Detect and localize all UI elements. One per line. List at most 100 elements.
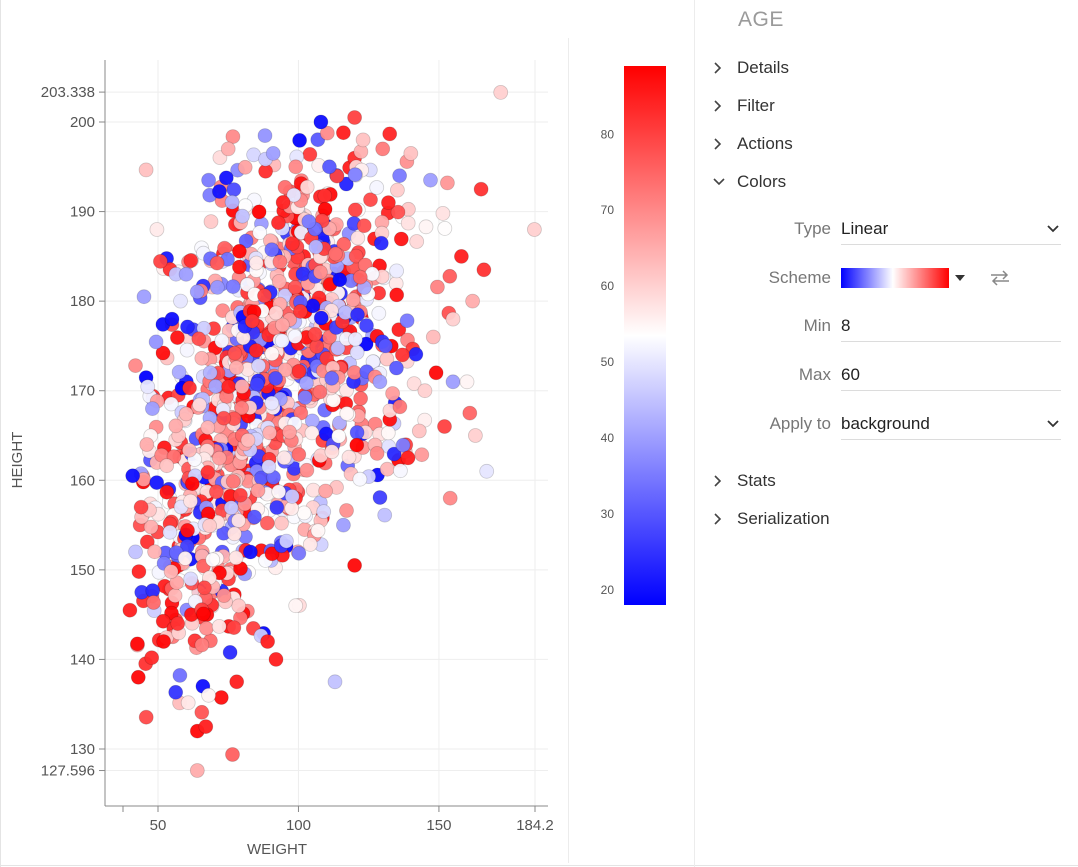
data-point[interactable] — [313, 310, 329, 326]
data-points[interactable] — [122, 85, 542, 778]
data-point[interactable] — [270, 215, 286, 231]
data-point[interactable] — [264, 546, 280, 562]
data-point[interactable] — [251, 204, 267, 220]
scheme-picker[interactable] — [841, 262, 1061, 294]
data-point[interactable] — [339, 406, 355, 421]
data-point[interactable] — [139, 534, 155, 550]
scheme-dropdown-icon[interactable] — [955, 275, 965, 281]
data-point[interactable] — [265, 145, 281, 161]
min-input[interactable]: 8 — [841, 310, 1061, 342]
data-point[interactable] — [291, 447, 307, 462]
data-point[interactable] — [155, 345, 171, 361]
data-point[interactable] — [318, 483, 334, 499]
data-point[interactable] — [202, 365, 218, 381]
data-point[interactable] — [291, 363, 307, 379]
data-point[interactable] — [194, 350, 210, 366]
data-point[interactable] — [392, 463, 408, 479]
data-point[interactable] — [345, 292, 361, 308]
data-point[interactable] — [304, 425, 320, 441]
data-point[interactable] — [417, 383, 433, 399]
data-point[interactable] — [143, 519, 159, 535]
data-point[interactable] — [237, 159, 253, 175]
data-point[interactable] — [301, 214, 317, 229]
data-point[interactable] — [172, 668, 188, 683]
data-point[interactable] — [225, 129, 241, 145]
data-point[interactable] — [493, 85, 509, 100]
data-point[interactable] — [442, 490, 458, 506]
data-point[interactable] — [231, 598, 247, 614]
data-point[interactable] — [218, 170, 234, 186]
data-point[interactable] — [196, 580, 212, 596]
data-point[interactable] — [181, 442, 197, 458]
data-point[interactable] — [133, 499, 149, 515]
data-point[interactable] — [250, 483, 266, 498]
data-point[interactable] — [437, 419, 452, 434]
data-point[interactable] — [234, 379, 250, 394]
data-point[interactable] — [200, 420, 216, 436]
scheme-swatch[interactable] — [841, 268, 949, 288]
data-point[interactable] — [272, 254, 288, 270]
data-point[interactable] — [162, 524, 178, 540]
data-point[interactable] — [445, 311, 461, 327]
data-point[interactable] — [231, 259, 247, 275]
data-point[interactable] — [194, 704, 210, 720]
data-point[interactable] — [338, 176, 354, 192]
data-point[interactable] — [159, 484, 175, 500]
data-point[interactable] — [128, 544, 143, 560]
data-point[interactable] — [130, 669, 146, 685]
data-point[interactable] — [347, 558, 363, 573]
data-point[interactable] — [252, 225, 268, 241]
data-point[interactable] — [284, 236, 300, 252]
data-point[interactable] — [216, 588, 232, 603]
scatter-plot[interactable]: 127.596 130 140 150 160 170 180 190 200 203.338 50… — [0, 0, 694, 867]
data-point[interactable] — [321, 159, 337, 175]
data-point[interactable] — [167, 588, 183, 603]
data-point[interactable] — [308, 239, 324, 255]
data-point[interactable] — [372, 490, 388, 505]
data-point[interactable] — [231, 243, 247, 259]
data-point[interactable] — [411, 423, 427, 439]
data-point[interactable] — [382, 126, 398, 142]
data-point[interactable] — [170, 616, 186, 631]
data-point[interactable] — [347, 110, 363, 125]
data-point[interactable] — [341, 449, 357, 465]
data-point[interactable] — [349, 344, 365, 360]
data-point[interactable] — [476, 262, 492, 278]
data-point[interactable] — [302, 537, 318, 552]
data-point[interactable] — [465, 293, 481, 309]
section-actions[interactable]: Actions — [713, 131, 793, 157]
data-point[interactable] — [292, 132, 308, 148]
data-point[interactable] — [313, 114, 329, 130]
data-point[interactable] — [296, 505, 312, 521]
data-point[interactable] — [177, 551, 193, 566]
data-point[interactable] — [389, 263, 405, 279]
data-point[interactable] — [288, 598, 304, 614]
data-point[interactable] — [359, 318, 374, 334]
data-point[interactable] — [327, 674, 343, 690]
data-point[interactable] — [180, 319, 195, 335]
data-point[interactable] — [234, 208, 250, 224]
data-point[interactable] — [287, 279, 303, 295]
data-point[interactable] — [211, 450, 227, 466]
data-point[interactable] — [144, 401, 160, 417]
data-point[interactable] — [295, 266, 311, 282]
data-point[interactable] — [146, 595, 162, 610]
data-point[interactable] — [473, 181, 489, 197]
data-point[interactable] — [191, 331, 207, 347]
data-point[interactable] — [257, 288, 272, 304]
data-point[interactable] — [229, 674, 245, 690]
data-point[interactable] — [138, 162, 154, 178]
section-details[interactable]: Details — [713, 55, 789, 81]
data-point[interactable] — [226, 620, 242, 635]
data-point[interactable] — [178, 266, 194, 282]
data-point[interactable] — [393, 231, 409, 247]
data-point[interactable] — [348, 248, 364, 264]
data-point[interactable] — [329, 168, 345, 184]
data-point[interactable] — [324, 444, 340, 460]
data-point[interactable] — [183, 571, 199, 587]
data-point[interactable] — [331, 428, 347, 444]
data-point[interactable] — [352, 471, 368, 487]
data-point[interactable] — [140, 379, 156, 395]
data-point[interactable] — [335, 125, 351, 141]
data-point[interactable] — [225, 473, 241, 489]
